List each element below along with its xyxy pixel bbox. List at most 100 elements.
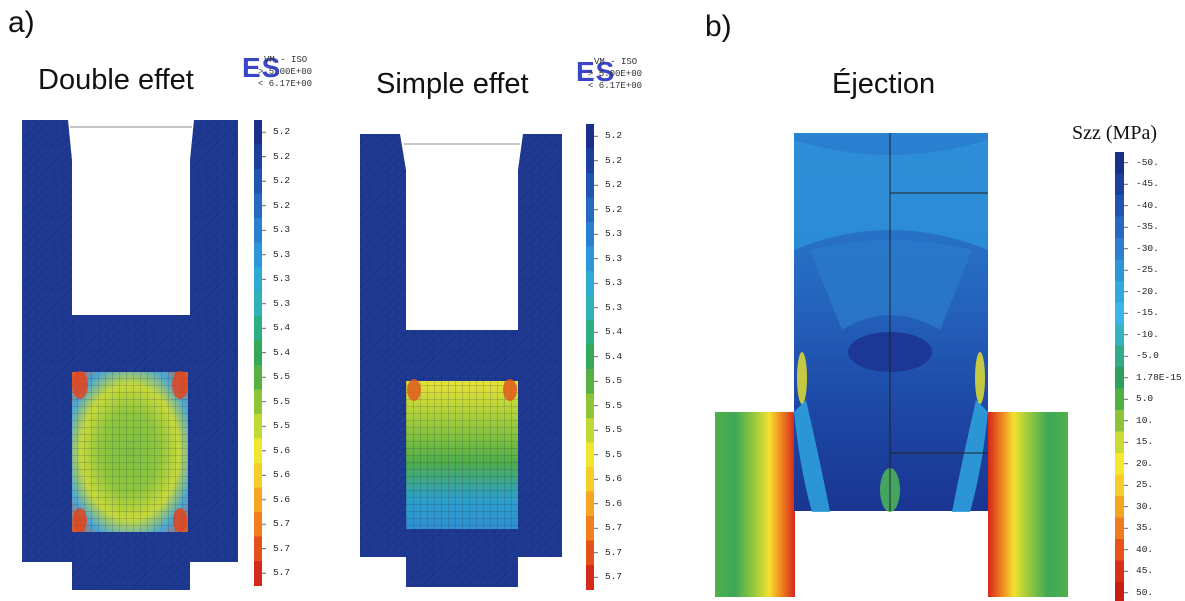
tick-label-simple-effet: 5.5 bbox=[605, 424, 623, 436]
colorbar-swatch bbox=[586, 124, 594, 149]
colorbar-swatch bbox=[1115, 560, 1124, 583]
colorbar-swatch bbox=[254, 438, 262, 464]
tick-label-double-effet: 5.7 bbox=[273, 542, 291, 554]
colorbar-swatch bbox=[586, 565, 594, 590]
tick-label-double-effet: 5.2 bbox=[273, 126, 291, 138]
tick-label-szz: 25. bbox=[1136, 479, 1154, 491]
colorbar-swatch bbox=[254, 193, 262, 219]
ejection-contour bbox=[715, 133, 1068, 597]
colorbar-swatch bbox=[254, 487, 262, 513]
tick-label-double-effet: 5.2 bbox=[273, 150, 291, 162]
header-line: VM - ISO bbox=[594, 57, 638, 67]
colorbar-swatch bbox=[586, 540, 594, 566]
title-ejection: Éjection bbox=[832, 68, 936, 100]
tick-label-double-effet: 5.6 bbox=[273, 444, 291, 456]
colorbar-swatch bbox=[1115, 345, 1124, 368]
tick-label-double-effet: 5.3 bbox=[273, 248, 291, 260]
tick-label-szz: 30. bbox=[1136, 500, 1154, 512]
colorbar-swatch bbox=[254, 561, 262, 586]
tick-label-szz: -40. bbox=[1136, 199, 1159, 211]
tick-label-simple-effet: 5.7 bbox=[605, 571, 623, 583]
colorbar-swatch bbox=[586, 516, 594, 541]
colorbar-swatch bbox=[254, 463, 262, 488]
tick-label-szz: 10. bbox=[1136, 414, 1154, 426]
colorbar-swatch bbox=[254, 414, 262, 439]
tick-label-szz: -45. bbox=[1136, 178, 1159, 190]
tick-label-simple-effet: 5.7 bbox=[605, 546, 623, 558]
tick-label-simple-effet: 5.3 bbox=[605, 301, 623, 313]
mesh-double-effet bbox=[22, 120, 238, 590]
tick-label-szz: -35. bbox=[1136, 221, 1159, 233]
field-label-double-effet: ES bbox=[242, 52, 282, 83]
colorbar-swatch bbox=[254, 144, 262, 170]
tick-label-simple-effet: 5.2 bbox=[605, 154, 623, 166]
tick-label-szz: -5.0 bbox=[1136, 350, 1159, 362]
tick-label-double-effet: 5.6 bbox=[273, 493, 291, 505]
colorbar-simple-effet bbox=[586, 124, 598, 590]
tick-label-simple-effet: 5.2 bbox=[605, 130, 623, 142]
colorbar-swatch bbox=[586, 173, 594, 198]
colorbar-swatch bbox=[1115, 474, 1124, 497]
tick-label-szz: -25. bbox=[1136, 264, 1159, 276]
tick-label-simple-effet: 5.7 bbox=[605, 522, 623, 534]
colorbar-swatch bbox=[1115, 216, 1124, 239]
colorbar-swatch bbox=[254, 120, 262, 145]
colorbar-swatch bbox=[1115, 431, 1124, 454]
tick-label-double-effet: 5.4 bbox=[273, 346, 291, 358]
tick-label-double-effet: 5.5 bbox=[273, 420, 291, 432]
tick-label-simple-effet: 5.2 bbox=[605, 203, 623, 215]
tick-label-szz: 40. bbox=[1136, 543, 1154, 555]
colorbar-swatch bbox=[586, 222, 594, 247]
colorbar-swatch bbox=[1115, 259, 1124, 282]
colorbar-swatch bbox=[1115, 173, 1124, 196]
tick-label-double-effet: 5.5 bbox=[273, 371, 291, 383]
colorbar-swatch bbox=[254, 169, 262, 194]
panel-letter-a: a) bbox=[8, 6, 35, 39]
header-line: < 6.17E+00 bbox=[588, 81, 643, 91]
header-line: > 5.00E+00 bbox=[588, 69, 643, 79]
colorbar-swatch bbox=[254, 291, 262, 317]
colorbar-swatch bbox=[254, 267, 262, 292]
colorbar-swatch bbox=[586, 320, 594, 345]
colorbar-szz bbox=[1115, 152, 1128, 601]
tick-label-szz: -30. bbox=[1136, 242, 1159, 254]
colorbar-swatch bbox=[254, 536, 262, 562]
colorbar-swatch bbox=[254, 316, 262, 341]
tick-label-simple-effet: 5.4 bbox=[605, 350, 623, 362]
colorbar-swatch bbox=[1115, 152, 1124, 174]
tick-label-double-effet: 5.7 bbox=[273, 567, 291, 579]
colorbar-swatch bbox=[586, 271, 594, 296]
tick-label-szz: 35. bbox=[1136, 522, 1154, 534]
colorbar-swatch bbox=[254, 389, 262, 415]
tick-label-double-effet: 5.5 bbox=[273, 395, 291, 407]
colorbar-swatch bbox=[1115, 582, 1124, 601]
header-line: < 6.17E+00 bbox=[258, 79, 313, 89]
tick-label-szz: 5.0 bbox=[1136, 393, 1154, 405]
colorbar-swatch bbox=[254, 218, 262, 243]
colorbar-swatch bbox=[1115, 281, 1124, 303]
colorbar-double-effet bbox=[254, 120, 266, 586]
tick-label-simple-effet: 5.6 bbox=[605, 473, 623, 485]
colorbar-swatch bbox=[586, 369, 594, 394]
tick-label-double-effet: 5.3 bbox=[273, 224, 291, 236]
colorbar-swatch bbox=[586, 442, 594, 468]
tick-label-simple-effet: 5.2 bbox=[605, 179, 623, 191]
title-double-effet: Double effet bbox=[38, 64, 194, 96]
tick-label-szz: 20. bbox=[1136, 457, 1154, 469]
header-line: > 5.00E+00 bbox=[258, 67, 313, 77]
tick-label-double-effet: 5.6 bbox=[273, 469, 291, 481]
header-simple-effet: VM - ISO > 5.00E+00 < 6.17E+00 bbox=[588, 56, 642, 92]
tick-label-double-effet: 5.3 bbox=[273, 297, 291, 309]
colorbar-swatch bbox=[1115, 302, 1124, 325]
tick-label-szz: 45. bbox=[1136, 565, 1154, 577]
tick-label-szz: -50. bbox=[1136, 156, 1159, 168]
tick-label-double-effet: 5.7 bbox=[273, 518, 291, 530]
colorbar-swatch bbox=[586, 148, 594, 174]
tick-label-simple-effet: 5.5 bbox=[605, 375, 623, 387]
colorbar-swatch bbox=[586, 246, 594, 272]
colorbar-swatch bbox=[586, 393, 594, 419]
tick-label-szz: 15. bbox=[1136, 436, 1154, 448]
header-line: VM - ISO bbox=[264, 55, 308, 65]
tick-label-double-effet: 5.2 bbox=[273, 175, 291, 187]
